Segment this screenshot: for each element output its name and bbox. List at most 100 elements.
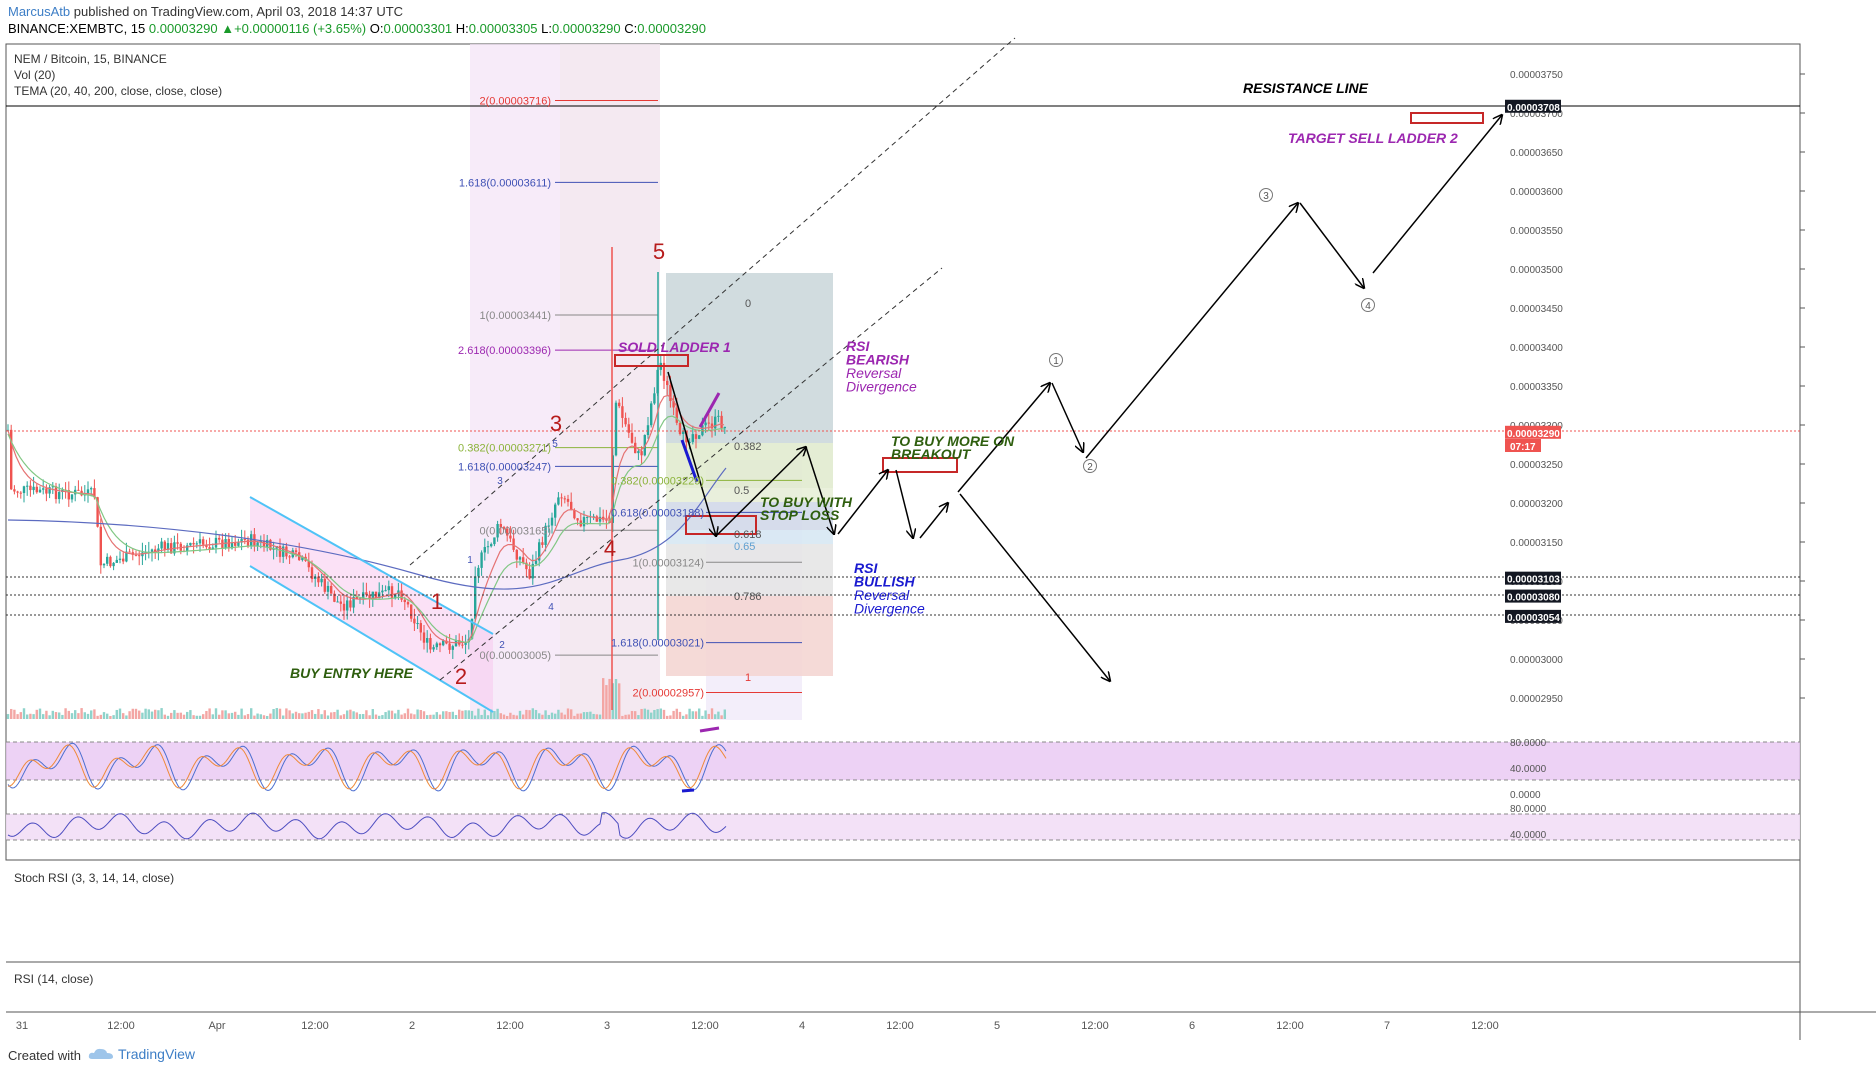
volume-bar: [662, 709, 666, 719]
volume-bar: [525, 709, 528, 719]
candle-body: [720, 415, 723, 429]
volume-bar: [378, 715, 381, 719]
volume-bar: [323, 710, 326, 719]
volume-bar: [288, 710, 291, 719]
buy-entry-annotation: BUY ENTRY HERE: [290, 665, 414, 681]
price-chart[interactable]: 2(0.00003716) 1.618(0.00003611) 1(0.000034…: [0, 0, 1876, 1040]
candle-body: [403, 599, 406, 603]
candle-body: [323, 578, 326, 592]
stoch-legend: Stoch RSI (3, 3, 14, 14, close): [14, 871, 174, 885]
retracement-band: [666, 273, 833, 443]
volume-bar: [26, 714, 29, 719]
volume-bar: [266, 715, 269, 719]
candle-body: [227, 539, 230, 549]
candle-body: [307, 560, 310, 568]
volume-bar: [256, 713, 259, 719]
volume-bar: [422, 711, 426, 719]
fib-ext-label: 0.382(0.00003229): [611, 475, 704, 487]
tema-legend: TEMA (20, 40, 200, close, close, close): [14, 84, 222, 98]
retracement-label: 0.65: [734, 541, 755, 553]
candle-body: [16, 491, 19, 493]
candle-body: [598, 516, 602, 522]
candle-body: [442, 640, 445, 646]
volume-bar: [566, 708, 570, 719]
volume-bar: [176, 712, 179, 719]
candle-body: [691, 434, 694, 442]
volume-bar: [138, 710, 141, 719]
tradingview-logo[interactable]: TradingView: [88, 1046, 195, 1062]
fib-ext-label: 0.618(0.00003188): [611, 507, 704, 519]
volume-bar: [630, 710, 634, 719]
volume-bar: [534, 709, 538, 719]
candle-body: [211, 547, 214, 550]
candle-body: [627, 424, 630, 433]
volume-bar: [99, 714, 102, 719]
y-tick-label: 0.00003750: [1510, 70, 1563, 81]
volume-bar: [234, 711, 237, 719]
candle-body: [218, 537, 221, 540]
volume-bar: [128, 711, 131, 719]
rsi-bearish-annotation: BEARISH: [846, 352, 910, 368]
descending-channel: [250, 497, 493, 712]
candle-body: [32, 486, 35, 491]
candle-body: [371, 591, 374, 600]
candle-body: [422, 632, 426, 643]
x-tick-label: 31: [16, 1020, 28, 1032]
volume-bar: [282, 715, 285, 719]
volume-bar: [627, 714, 630, 719]
volume-bar: [656, 709, 659, 719]
volume-bar: [307, 711, 310, 719]
open-value: 0.00003301: [383, 21, 453, 36]
rsi-legend: RSI (14, close): [14, 972, 93, 986]
volume-bar: [144, 708, 147, 719]
candle-body: [499, 523, 502, 528]
x-tick-label: 3: [604, 1020, 610, 1032]
rsi-bearish-annotation: Divergence: [846, 379, 917, 395]
candle-body: [426, 638, 429, 643]
volume-bar: [48, 715, 51, 719]
candle-body: [678, 422, 682, 434]
projection-arrow: [959, 493, 1110, 681]
volume-bar: [544, 710, 547, 719]
volume-bar: [509, 712, 512, 719]
volume-bar: [237, 714, 240, 719]
volume-bar: [720, 715, 723, 719]
future-wave-label: 2: [1087, 462, 1093, 473]
candle-body: [38, 489, 42, 493]
volume-bar: [211, 714, 214, 719]
volume-bar: [19, 712, 22, 719]
candle-body: [432, 647, 435, 650]
candle-body: [486, 546, 490, 548]
candle-body: [493, 537, 496, 545]
volume-bar: [678, 711, 682, 719]
wave-circle: [1049, 353, 1063, 367]
projection-arrow: [837, 470, 888, 535]
retracement-label: 0: [745, 298, 751, 310]
volume-bar: [122, 713, 125, 719]
candle-body: [650, 403, 653, 426]
wave-label: 1: [431, 589, 443, 614]
volume-bar: [451, 711, 454, 719]
y-tick-label: 0.00003650: [1510, 148, 1563, 159]
stoch-bearish-divergence: [699, 726, 720, 733]
high-value: 0.00003305: [468, 21, 538, 36]
candle-body: [634, 442, 637, 454]
volume-bar: [592, 713, 595, 719]
candle-body: [240, 539, 243, 543]
bullish-divergence-line: [680, 439, 699, 483]
candle-body: [70, 494, 74, 500]
close-value: 0.00003290: [637, 21, 706, 36]
volume-bar: [403, 713, 406, 719]
projection-arrow: [667, 371, 716, 536]
volume-bar: [589, 711, 592, 719]
high-label: H:: [455, 21, 469, 36]
price-tag: [1505, 99, 1561, 113]
author-link[interactable]: MarcusAtb: [8, 4, 71, 19]
ohlc-line: BINANCE:XEMBTC, 15 0.00003290 ▲+0.000001…: [8, 21, 706, 36]
volume-bar: [416, 709, 419, 719]
candle-body: [13, 489, 16, 492]
volume-bar: [115, 709, 118, 719]
projection-arrow: [805, 446, 834, 534]
projection-arrow: [715, 447, 806, 537]
candle-body: [205, 544, 208, 548]
